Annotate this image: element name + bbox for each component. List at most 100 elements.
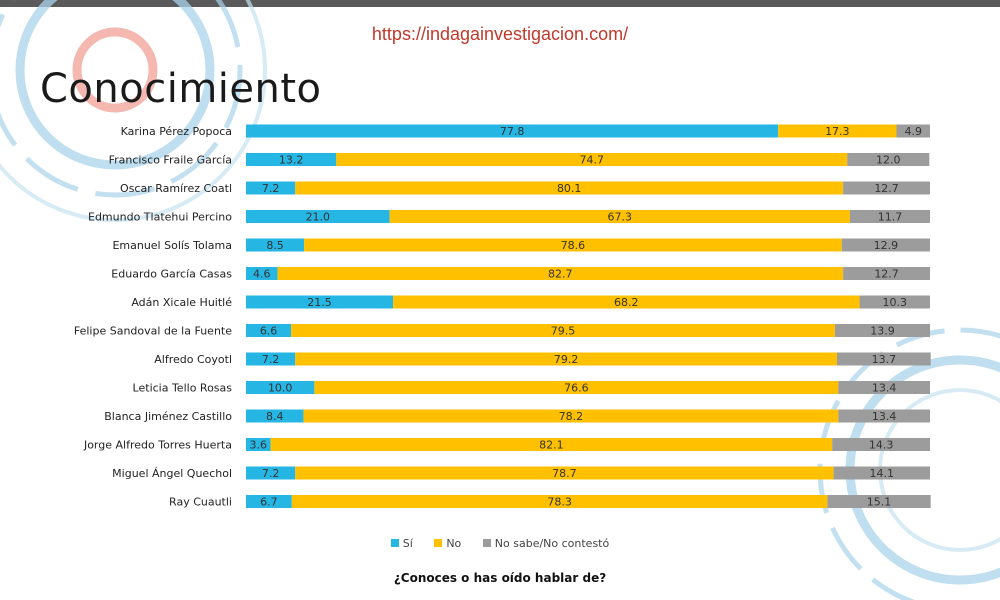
bar-segment-no	[303, 409, 839, 423]
bar-segment-no	[304, 238, 842, 252]
data-label-si: 8.5	[266, 239, 284, 252]
data-label-no: 17.3	[825, 125, 850, 138]
data-label-no-sabe: 4.9	[904, 125, 922, 138]
data-label-no: 79.5	[551, 325, 576, 338]
data-label-si: 7.2	[262, 182, 280, 195]
data-label-no-sabe: 12.7	[874, 182, 899, 195]
data-label-no-sabe: 14.3	[869, 439, 894, 452]
bar-segment-si	[246, 495, 292, 508]
legend-item-si: Sí	[390, 537, 413, 550]
bar-segment-no-sabe	[896, 124, 930, 138]
category-label: Miguel Ángel Quechol	[112, 467, 232, 480]
data-label-no-sabe: 14.1	[870, 467, 895, 480]
data-label-si: 10.0	[268, 382, 293, 395]
data-label-no: 78.6	[561, 239, 586, 252]
category-label: Edmundo Tlatehui Percino	[88, 211, 232, 224]
bar-segment-si	[246, 181, 296, 195]
bar-segment-no	[295, 181, 844, 195]
bar-segment-si	[246, 210, 390, 223]
category-label: Francisco Fraile García	[109, 154, 232, 167]
category-label: Ray Cuautli	[169, 496, 232, 509]
bar-segment-no	[277, 267, 844, 280]
bar-segment-no	[389, 210, 850, 223]
data-label-no-sabe: 12.7	[874, 268, 899, 281]
bar-segment-no	[314, 381, 839, 394]
data-label-si: 3.6	[250, 439, 268, 452]
category-label: Karina Pérez Popoca	[121, 125, 232, 138]
bar-segment-si	[246, 466, 296, 480]
bar-segment-si	[246, 352, 296, 366]
data-label-no: 68.2	[614, 296, 639, 309]
data-label-no-sabe: 13.9	[870, 325, 895, 338]
bar-segment-si	[246, 438, 271, 451]
legend-swatch-no-sabe	[482, 539, 491, 547]
category-label: Felipe Sandoval de la Fuente	[74, 325, 232, 338]
bar-segment-si	[246, 409, 304, 423]
data-label-no-sabe: 13.4	[872, 382, 897, 395]
data-label-no-sabe: 12.9	[874, 239, 899, 252]
bar-segment-no-sabe	[859, 295, 930, 309]
bar-segment-no	[295, 466, 834, 480]
legend-label-no-sabe: No sabe/No contestó	[494, 537, 610, 550]
bar-segment-si	[246, 295, 394, 309]
data-label-no-sabe: 12.0	[876, 154, 901, 167]
bar-segment-no-sabe	[843, 267, 930, 280]
data-label-no-sabe: 13.4	[872, 410, 897, 423]
data-label-si: 8.4	[266, 410, 284, 423]
category-label: Jorge Alfredo Torres Huerta	[83, 439, 232, 452]
data-label-si: 7.2	[262, 467, 280, 480]
bar-segment-no	[291, 495, 828, 508]
bar-segment-no	[336, 153, 848, 166]
data-label-si: 77.8	[500, 125, 525, 138]
bar-segment-no-sabe	[834, 324, 930, 337]
data-label-no: 74.7	[580, 154, 605, 167]
chart-legend: Sí No No sabe/No contestó	[0, 537, 1000, 550]
bar-segment-no-sabe	[849, 210, 930, 223]
data-label-no: 67.3	[608, 211, 633, 224]
data-label-no: 78.7	[552, 467, 577, 480]
data-label-si: 21.5	[307, 296, 332, 309]
bar-segment-no	[393, 295, 860, 309]
bar-segment-si	[246, 381, 315, 394]
bar-segment-no	[270, 438, 833, 451]
data-label-no: 76.6	[564, 382, 589, 395]
bar-segment-no-sabe	[847, 153, 930, 166]
category-label: Leticia Tello Rosas	[133, 382, 233, 395]
bar-segment-no-sabe	[832, 438, 930, 451]
top-rule	[0, 0, 1000, 7]
source-url[interactable]: https://indagainvestigacion.com/	[371, 24, 629, 44]
data-label-si: 6.6	[260, 325, 278, 338]
category-label: Adán Xicale Huitlé	[131, 296, 232, 309]
legend-swatch-si	[390, 539, 399, 547]
data-label-si: 4.6	[253, 268, 271, 281]
bar-segment-no-sabe	[838, 381, 930, 394]
bar-segment-si	[246, 153, 337, 166]
data-label-no-sabe: 15.1	[867, 496, 892, 509]
data-label-no: 80.1	[557, 182, 582, 195]
category-label: Oscar Ramírez Coatl	[120, 182, 232, 195]
bar-segment-no-sabe	[838, 409, 930, 423]
data-label-no: 78.3	[547, 496, 572, 509]
legend-item-no-sabe: No sabe/No contestó	[482, 537, 610, 550]
bar-segment-si	[246, 324, 292, 337]
data-label-no-sabe: 13.7	[872, 353, 897, 366]
category-label: Emanuel Solís Tolama	[112, 239, 232, 252]
bar-segment-no-sabe	[836, 352, 931, 366]
category-label: Alfredo Coyotl	[154, 353, 232, 366]
bar-segment-no	[778, 124, 897, 138]
legend-label-no: No	[446, 537, 462, 550]
bar-segment-no-sabe	[843, 181, 930, 195]
bar-segment-no	[295, 352, 837, 366]
data-label-no: 78.2	[559, 410, 584, 423]
data-label-no-sabe: 11.7	[878, 211, 903, 224]
bar-segment-si	[246, 238, 305, 252]
bar-segment-no-sabe	[833, 466, 930, 480]
category-label: Blanca Jiménez Castillo	[104, 410, 232, 423]
bar-segment-si	[246, 267, 278, 280]
data-label-no: 82.1	[539, 439, 564, 452]
bar-segment-no	[291, 324, 835, 337]
data-label-si: 13.2	[279, 154, 304, 167]
bar-segment-no-sabe	[841, 238, 930, 252]
data-label-si: 7.2	[262, 353, 280, 366]
